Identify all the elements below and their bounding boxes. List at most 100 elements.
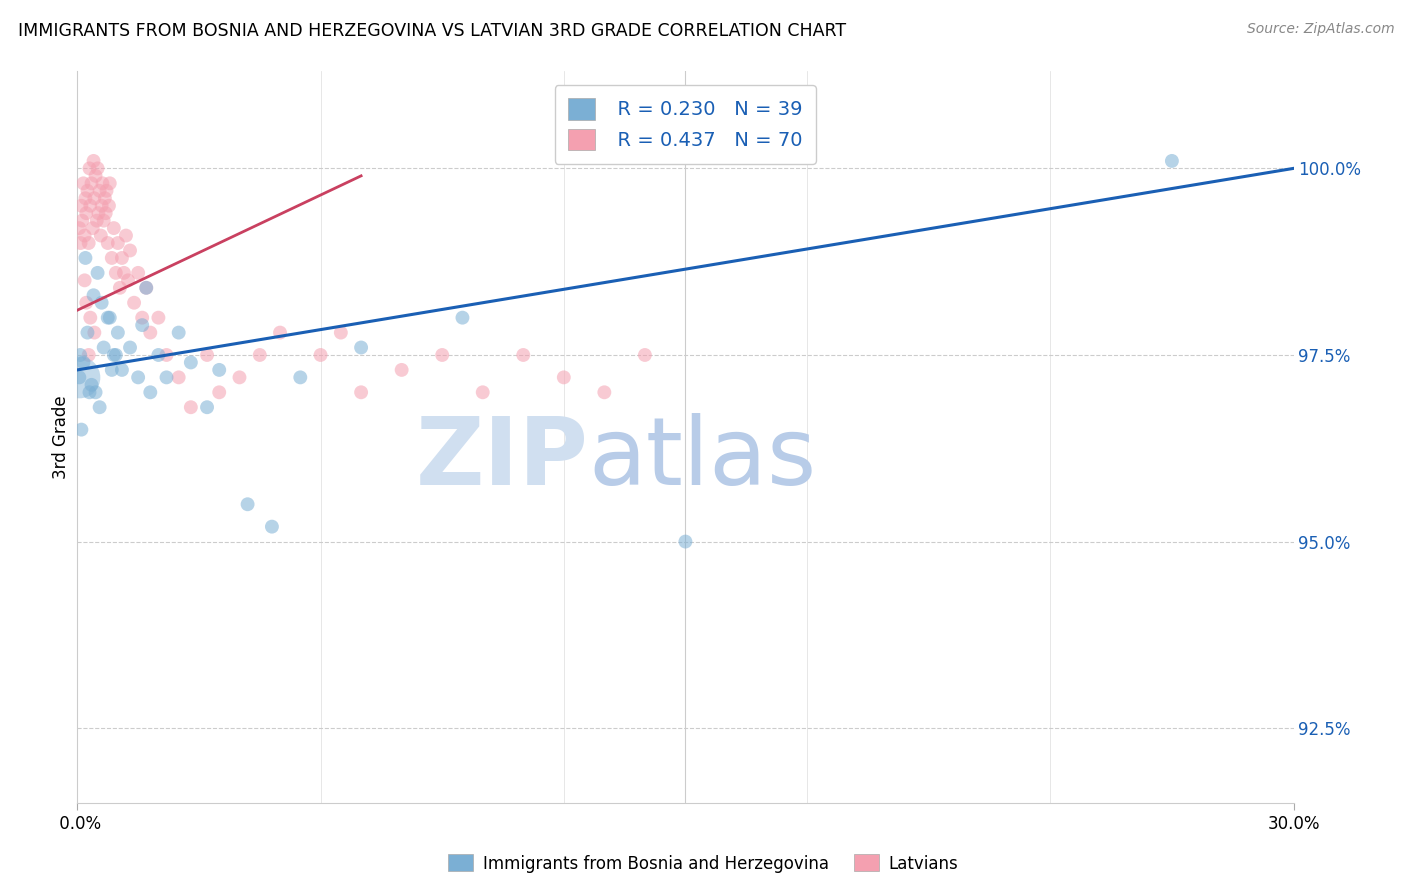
Point [139,326,162,340]
Point [83,326,105,340]
Point [180,401,202,415]
Point [69,235,91,250]
Point [86,213,108,227]
Point [93,341,115,355]
Point [87,206,110,220]
Point [67,221,90,235]
Text: ZIP: ZIP [415,413,588,505]
Point [180,355,202,369]
Point [118,244,141,258]
Point [67,370,90,384]
Point [208,363,231,377]
Point [80,177,103,191]
Point [107,235,129,250]
Point [97,199,120,213]
Point [553,370,575,384]
Point [167,326,190,340]
Point [75,295,97,310]
Point [350,341,373,355]
Point [155,370,177,384]
Point [131,310,153,325]
Point [69,348,91,362]
Point [86,266,108,280]
Point [104,348,127,362]
Point [72,177,94,191]
Point [96,184,118,198]
Point [86,161,108,176]
Point [103,348,125,362]
Point [76,326,98,340]
Point [77,235,100,250]
Point [148,348,170,362]
Point [155,348,177,362]
Point [75,251,97,265]
Point [77,348,100,362]
Point [122,295,145,310]
Point [290,370,312,384]
Point [309,348,332,362]
Point [98,177,121,191]
Point [260,519,283,533]
Point [83,191,105,205]
Point [148,310,170,325]
Point [73,228,96,243]
Point [89,184,111,198]
Point [93,213,115,227]
Point [228,370,250,384]
Point [91,177,114,191]
Point [236,497,259,511]
Point [350,385,373,400]
Legend: Immigrants from Bosnia and Herzegovina, Latvians: Immigrants from Bosnia and Herzegovina, … [441,847,965,880]
Point [101,363,124,377]
Point [1161,153,1184,168]
Point [90,199,112,213]
Point [89,401,111,415]
Text: IMMIGRANTS FROM BOSNIA AND HERZEGOVINA VS LATVIAN 3RD GRADE CORRELATION CHART: IMMIGRANTS FROM BOSNIA AND HERZEGOVINA V… [18,22,846,40]
Point [269,326,291,340]
Point [115,228,138,243]
Point [451,310,474,325]
Point [84,385,107,400]
Point [73,273,96,287]
Point [118,341,141,355]
Point [167,370,190,384]
Point [195,401,218,415]
Point [94,191,117,205]
Point [111,363,134,377]
Point [512,348,534,362]
Point [634,348,657,362]
Point [108,281,131,295]
Point [139,385,162,400]
Point [329,326,352,340]
Point [195,348,218,362]
Point [70,213,93,227]
Point [111,251,134,265]
Point [70,199,93,213]
Point [90,295,112,310]
Point [135,281,157,295]
Point [98,310,121,325]
Text: atlas: atlas [588,413,817,505]
Point [104,266,127,280]
Point [76,184,98,198]
Point [83,288,105,302]
Point [67,370,90,384]
Point [79,199,101,213]
Point [103,221,125,235]
Point [75,206,97,220]
Point [90,228,112,243]
Point [97,235,120,250]
Point [82,221,104,235]
Point [79,161,101,176]
Point [127,370,149,384]
Point [391,363,413,377]
Point [94,206,117,220]
Point [75,191,97,205]
Legend:   R = 0.230   N = 39,   R = 0.437   N = 70: R = 0.230 N = 39, R = 0.437 N = 70 [554,85,817,164]
Point [471,385,494,400]
Point [135,281,157,295]
Point [79,385,101,400]
Point [112,266,135,280]
Point [97,310,120,325]
Point [80,377,103,392]
